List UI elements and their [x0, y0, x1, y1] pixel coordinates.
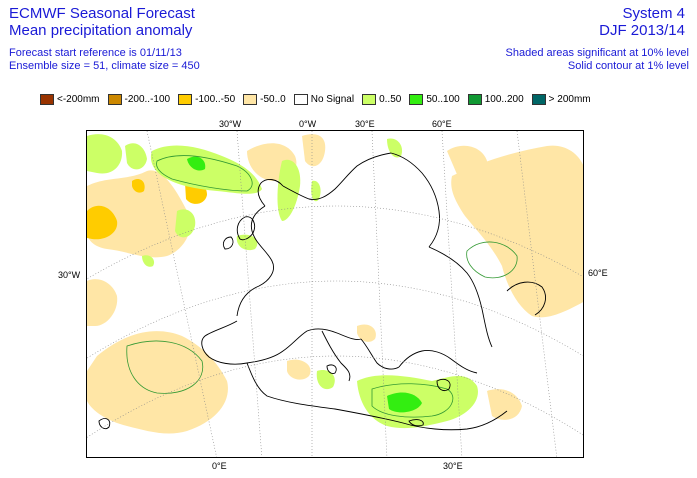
legend-swatch [409, 93, 424, 105]
season-label: DJF 2013/14 [599, 22, 685, 39]
coastlines [98, 152, 546, 431]
legend-label: 0..50 [379, 93, 402, 105]
legend-label: -200..-100 [124, 93, 171, 105]
legend-label: -100..-50 [195, 93, 236, 105]
dry-anomaly-areas [87, 134, 583, 434]
legend-swatch [293, 93, 308, 105]
legend-label: <-200mm [57, 93, 100, 105]
legend-swatch [40, 93, 54, 105]
title-line2: Mean precipitation anomaly [9, 22, 193, 39]
top-lon-label: 30°E [355, 119, 375, 129]
title-line1: ECMWF Seasonal Forecast [9, 5, 195, 22]
legend-item: > 200mm [531, 93, 591, 105]
top-lon-label: 30°W [219, 119, 242, 129]
legend-label: > 200mm [548, 93, 591, 105]
left-lon-label: 30°W [58, 270, 81, 280]
bottom-lon-label: 30°E [443, 461, 463, 471]
bottom-lon-label: 0°E [212, 461, 227, 471]
shaded-areas-note: Shaded areas significant at 10% level [505, 47, 689, 59]
legend-swatch [243, 93, 258, 105]
legend-item: -200..-100 [107, 93, 171, 105]
color-legend: <-200mm -200..-100 -100..-50 -50..0 No S… [40, 92, 599, 106]
legend-item: 50..100 [409, 93, 460, 105]
legend-swatch [178, 93, 193, 105]
legend-swatch [467, 93, 482, 105]
map-canvas [87, 131, 583, 457]
legend-label: 50..100 [426, 93, 460, 105]
legend-item: <-200mm [40, 93, 100, 105]
top-lon-label: 60°E [432, 119, 452, 129]
legend-item: -50..0 [243, 93, 286, 105]
contour-note: Solid contour at 1% level [567, 60, 689, 72]
precipitation-anomaly-map [86, 130, 584, 458]
top-lon-label: 0°W [299, 119, 317, 129]
system-label: System 4 [622, 5, 685, 22]
legend-swatch [107, 93, 122, 105]
forecast-start-info: Forecast start reference is 01/11/13 [9, 47, 182, 59]
legend-item: 0..50 [362, 93, 402, 105]
legend-label: 100..200 [484, 93, 524, 105]
legend-label: -50..0 [260, 93, 286, 105]
legend-swatch [531, 93, 546, 105]
right-lon-label: 60°E [588, 268, 608, 278]
legend-item: 100..200 [467, 93, 524, 105]
legend-item: No Signal [293, 93, 355, 105]
legend-label: No Signal [310, 93, 355, 105]
strong-wet-areas [187, 156, 422, 413]
ensemble-size-info: Ensemble size = 51, climate size = 450 [9, 60, 200, 72]
significance-contours [126, 155, 518, 418]
graticule [87, 131, 583, 457]
legend-swatch [362, 93, 377, 105]
legend-item: -100..-50 [178, 93, 236, 105]
